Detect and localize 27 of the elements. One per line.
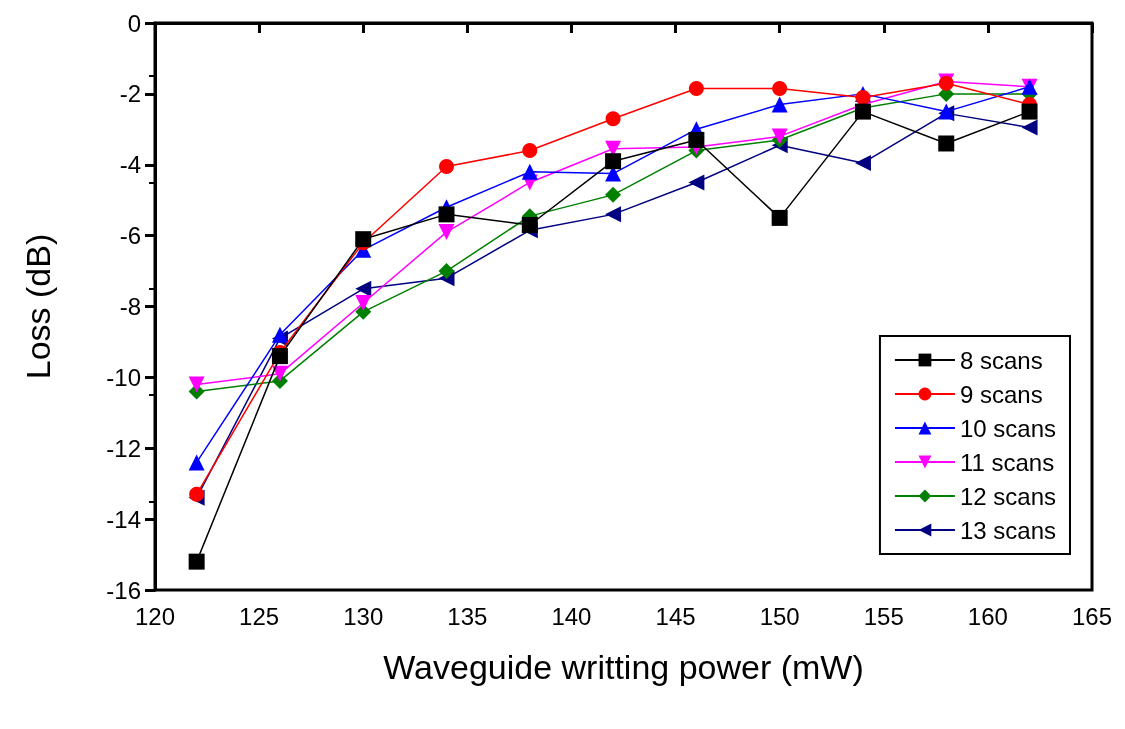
legend-label: 8 scans <box>959 346 1043 374</box>
x-tick-label: 135 <box>447 602 488 630</box>
y-tick-label: -6 <box>119 222 141 250</box>
x-tick-label: 150 <box>759 602 800 630</box>
legend-label: 10 scans <box>959 414 1056 442</box>
y-tick-label: -4 <box>119 151 141 179</box>
y-tick-label: 0 <box>127 9 141 37</box>
x-tick-label: 145 <box>655 602 696 630</box>
x-tick-label: 125 <box>239 602 280 630</box>
legend-label: 9 scans <box>959 380 1043 408</box>
y-tick-label: -14 <box>106 505 141 533</box>
legend-label: 11 scans <box>959 448 1055 476</box>
x-tick-label: 155 <box>863 602 904 630</box>
x-tick-label: 120 <box>134 602 176 630</box>
y-tick-label: -12 <box>106 434 141 462</box>
legend-label: 12 scans <box>959 482 1056 510</box>
x-tick-label: 140 <box>551 602 592 630</box>
x-tick-label: 165 <box>1071 602 1113 630</box>
y-tick-label: -2 <box>119 80 141 108</box>
y-tick-label: -8 <box>119 293 141 320</box>
y-tick-label: -16 <box>106 576 141 604</box>
x-tick-label: 160 <box>967 602 1008 630</box>
y-tick-label: -10 <box>106 363 141 391</box>
legend-label: 13 scans <box>959 516 1056 544</box>
x-axis-title: Waveguide writting power (mW) <box>383 648 864 686</box>
y-axis-title: Loss (dB) <box>19 233 57 380</box>
x-tick-label: 130 <box>343 602 384 630</box>
